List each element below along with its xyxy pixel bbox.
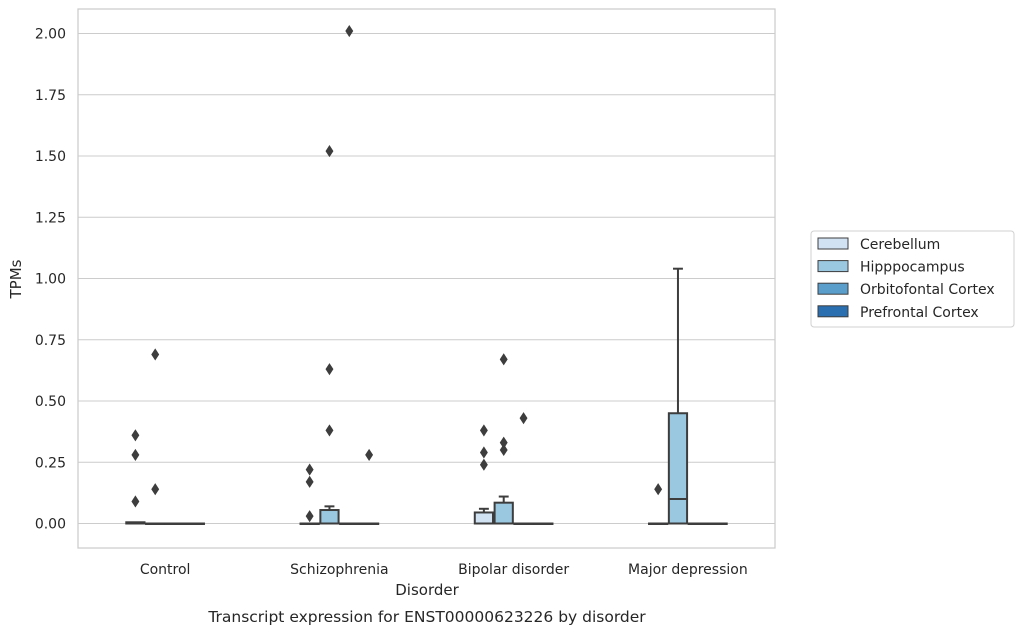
- legend-swatch: [817, 305, 849, 318]
- box-iqr: [667, 412, 689, 525]
- legend-frame: [810, 230, 1015, 328]
- box-orbitofontal-cortex: [513, 412, 534, 525]
- legend-label: Cerebellum: [860, 237, 940, 253]
- chart-caption: Transcript expression for ENST0000062322…: [207, 608, 646, 626]
- outlier-point: [305, 475, 314, 488]
- outlier-point: [325, 424, 334, 437]
- box-hipppocampus: [493, 353, 514, 525]
- box-cerebellum: [125, 429, 146, 525]
- legend-label: Orbitofontal Cortex: [860, 282, 995, 298]
- outlier-point: [131, 429, 140, 442]
- box-hipppocampus: [319, 145, 340, 525]
- y-axis-label: TPMs: [7, 259, 25, 299]
- legend-swatch: [817, 260, 849, 273]
- y-tick-label: 1.75: [35, 88, 66, 104]
- outlier-point: [519, 412, 528, 425]
- outlier-point: [499, 443, 508, 457]
- outlier-point: [325, 363, 334, 376]
- legend-swatch: [817, 237, 849, 250]
- boxes: [125, 25, 728, 525]
- x-axis-label: Disorder: [395, 581, 459, 599]
- box-prefrontal-cortex: [184, 522, 205, 525]
- outlier-point: [499, 353, 508, 366]
- outlier-point: [365, 448, 374, 461]
- box-orbitofontal-cortex: [164, 522, 186, 525]
- plot-area-frame: [77, 8, 776, 549]
- box-cerebellum: [299, 463, 320, 525]
- outlier-point: [151, 483, 160, 496]
- outlier-point: [325, 145, 334, 158]
- y-tick-labels: 0.00 0.25 0.50 0.75 1.00 1.25 1.50 1.75 2.00: [35, 27, 66, 533]
- x-tick-label: Bipolar disorder: [458, 562, 569, 578]
- y-tick-label: 0.00: [35, 517, 66, 533]
- y-tick-label: 0.50: [35, 394, 66, 410]
- box-iqr: [493, 501, 514, 525]
- box-iqr: [319, 509, 340, 525]
- outlier-point: [479, 458, 488, 471]
- legend-swatch: [817, 282, 849, 295]
- x-tick-label: Schizophrenia: [290, 562, 388, 578]
- box-prefrontal-cortex: [707, 522, 728, 525]
- y-tick-label: 0.25: [35, 455, 66, 471]
- box-cerebellum: [648, 483, 669, 525]
- box-iqr: [473, 511, 495, 525]
- outlier-point: [131, 448, 140, 461]
- y-tick-label: 1.50: [35, 149, 66, 165]
- y-tick-label: 0.75: [35, 333, 66, 349]
- y-tick-label: 2.00: [35, 27, 66, 43]
- outlier-point: [479, 424, 488, 437]
- x-tick-label: Major depression: [628, 562, 748, 578]
- y-tick-label: 1.25: [35, 210, 66, 226]
- legend-label: Prefrontal Cortex: [860, 305, 979, 321]
- box-cerebellum: [473, 424, 495, 525]
- box-prefrontal-cortex: [533, 522, 554, 525]
- legend: Cerebellum Hipppocampus Orbitofontal Corte…: [810, 230, 1015, 328]
- x-tick-labels: Control Schizophrenia Bipolar disorder Majo…: [140, 562, 748, 578]
- outlier-point: [305, 510, 314, 523]
- outlier-point: [654, 483, 663, 496]
- x-tick-label: Control: [140, 562, 191, 578]
- box-hipppocampus: [145, 348, 166, 525]
- legend-label: Hipppocampus: [860, 260, 965, 276]
- outlier-point: [151, 348, 160, 361]
- outlier-point: [131, 495, 140, 508]
- outlier-point: [305, 463, 314, 476]
- box-orbitofontal-cortex: [687, 522, 708, 525]
- outlier-point: [479, 446, 488, 459]
- y-tick-label: 1.00: [35, 272, 66, 288]
- gridlines: [78, 32, 775, 525]
- outlier-point: [499, 436, 508, 449]
- outlier-point: [345, 25, 354, 38]
- box-hipppocampus: [667, 267, 689, 525]
- box-orbitofontal-cortex: [339, 25, 360, 525]
- box-prefrontal-cortex: [358, 448, 380, 525]
